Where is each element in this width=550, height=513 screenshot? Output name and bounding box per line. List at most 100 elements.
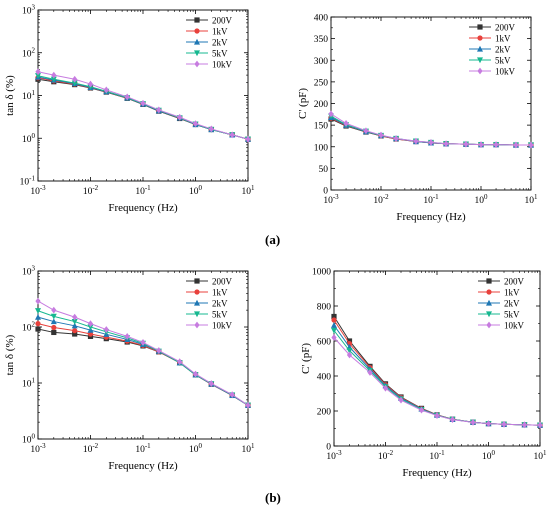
legend-marker [194, 289, 200, 295]
series-line-200V [333, 316, 541, 426]
data-point-10kV [418, 406, 425, 414]
data-point-10kV [103, 86, 109, 94]
y-tick-label: 150 [314, 122, 329, 132]
legend-marker [477, 57, 483, 64]
legend-entry: 5kV [212, 49, 228, 59]
x-tick-label: 10-1 [135, 442, 151, 455]
data-point-10kV [87, 80, 94, 88]
chart-b-cap: 10-3 10-2 10-1 100 101 0 200 400 600 800 1000 Frequ… [300, 268, 547, 480]
data-point-10kV [443, 140, 449, 148]
legend-marker [477, 45, 483, 52]
data-point-10kV [434, 412, 440, 419]
x-tick-label: 101 [242, 184, 256, 197]
data-point-10kV [382, 384, 389, 392]
legend-entry: 2kV [495, 45, 511, 55]
y-tick-label: 101 [22, 377, 36, 390]
data-point-10kV [124, 332, 130, 340]
legend-marker [486, 289, 492, 295]
data-point-10kV [103, 326, 109, 333]
y-tick-label: 1000 [312, 268, 331, 278]
data-point-2kV [50, 318, 57, 325]
data-point-10kV [229, 131, 235, 139]
data-point-10kV [245, 401, 251, 409]
x-tick-label: 10-2 [378, 449, 394, 462]
x-axis-label: Frequency (Hz) [108, 202, 178, 214]
y-tick-label: 103 [22, 265, 36, 278]
legend-entry: 10kV [212, 321, 233, 331]
data-point-5kV [87, 324, 94, 331]
data-point-10kV [208, 380, 214, 387]
x-tick-label: 10-1 [423, 193, 439, 206]
data-point-10kV [51, 306, 57, 314]
data-point-10kV [208, 125, 214, 133]
series-line-2kV [37, 76, 249, 140]
data-point-10kV [343, 119, 349, 127]
x-tick-label: 101 [242, 442, 256, 455]
data-point-10kV [470, 418, 476, 426]
data-point-10kV [140, 339, 146, 346]
x-tick-label: 100 [189, 184, 203, 197]
data-point-10kV [331, 334, 337, 341]
data-point-10kV [35, 297, 41, 305]
data-point-10kV [501, 420, 507, 428]
x-axis-label: Frequency (Hz) [108, 460, 178, 472]
data-point-10kV [156, 347, 162, 354]
y-tick-label: 100 [314, 143, 329, 153]
legend-marker [477, 35, 483, 41]
data-point-10kV [521, 421, 528, 429]
legend-marker [486, 321, 492, 329]
panel-label-a: (a) [265, 232, 281, 247]
x-tick-label: 100 [475, 193, 489, 206]
x-tick-label: 10-3 [30, 184, 46, 197]
data-point-1kV [35, 321, 41, 327]
data-point-5kV [331, 327, 337, 334]
legend-marker [194, 50, 200, 57]
data-point-10kV [87, 320, 94, 328]
y-tick-label: 400 [317, 373, 332, 383]
series-line-5kV [37, 75, 249, 140]
legend-entry: 200V [212, 16, 233, 26]
data-point-5kV [50, 313, 57, 320]
y-tick-label: 100 [22, 132, 36, 145]
data-point-1kV [331, 317, 337, 323]
legend-entry: 1kV [504, 288, 520, 298]
series-line-5kV [333, 330, 541, 426]
data-point-10kV [398, 396, 404, 404]
y-tick-label: 0 [323, 187, 328, 197]
y-tick-label: 250 [314, 78, 329, 88]
y-axis-label: C' (pF) [300, 343, 312, 374]
legend-marker [194, 28, 200, 34]
legend-marker [194, 38, 200, 45]
y-tick-label: 300 [314, 57, 329, 67]
chart-b-tan: 10-3 10-2 10-1 100 101 100 101 102 103 Frequency … [4, 265, 255, 473]
legend-marker [194, 278, 200, 284]
data-point-10kV [413, 137, 419, 145]
legend-entry: 10kV [495, 67, 516, 77]
legend-marker [477, 67, 483, 75]
legend-entry: 10kV [504, 321, 525, 331]
data-point-10kV [393, 135, 399, 142]
x-tick-label: 100 [189, 442, 203, 455]
data-point-200V [331, 313, 337, 320]
legend-marker [194, 321, 200, 329]
x-tick-label: 10-3 [326, 449, 342, 462]
x-tick-label: 10-3 [30, 442, 46, 455]
data-point-1kV [51, 324, 57, 331]
legend-entry: 5kV [212, 310, 228, 320]
x-tick-label: 10-1 [429, 449, 445, 462]
legend-marker [194, 299, 200, 306]
data-point-10kV [72, 75, 78, 83]
legend-marker [486, 278, 492, 284]
chart-a-cap: 10-3 10-2 10-1 100 101 0 50 100 150 200 250 300 350 4… [297, 14, 538, 224]
data-point-10kV [51, 71, 57, 79]
legend-entry: 5kV [504, 310, 520, 320]
panel-label-b: (b) [265, 490, 281, 505]
y-tick-label: 10-1 [20, 175, 36, 188]
data-point-10kV [156, 106, 162, 114]
y-tick-label: 102 [22, 46, 36, 59]
y-tick-label: 200 [317, 408, 332, 418]
y-tick-label: 101 [22, 89, 36, 102]
series-line-1kV [37, 323, 249, 406]
data-point-1kV [72, 328, 78, 334]
